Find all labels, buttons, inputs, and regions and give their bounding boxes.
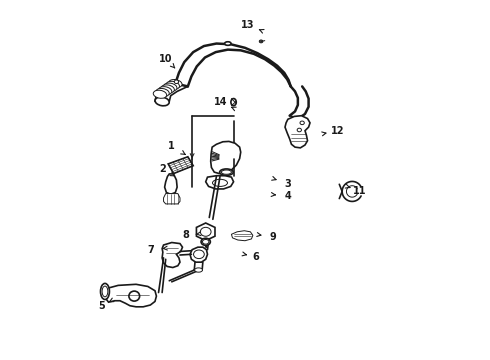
Ellipse shape	[155, 97, 169, 106]
Ellipse shape	[169, 80, 182, 87]
Text: 11: 11	[353, 186, 366, 196]
Ellipse shape	[102, 286, 108, 297]
Polygon shape	[231, 231, 253, 241]
Ellipse shape	[194, 250, 204, 258]
Ellipse shape	[166, 81, 179, 89]
Ellipse shape	[202, 239, 209, 244]
Ellipse shape	[156, 89, 169, 96]
Text: 12: 12	[331, 126, 344, 136]
Text: 1: 1	[169, 141, 175, 151]
Ellipse shape	[100, 283, 109, 300]
Polygon shape	[162, 243, 182, 267]
Ellipse shape	[161, 85, 174, 93]
Ellipse shape	[195, 268, 202, 272]
Ellipse shape	[300, 121, 304, 125]
Polygon shape	[206, 176, 234, 189]
Polygon shape	[168, 157, 193, 174]
Ellipse shape	[221, 170, 231, 174]
Text: 7: 7	[147, 245, 154, 255]
Text: 9: 9	[270, 232, 276, 242]
Ellipse shape	[164, 83, 177, 91]
Ellipse shape	[200, 227, 211, 236]
Text: 14: 14	[214, 97, 227, 107]
Ellipse shape	[153, 90, 167, 98]
Ellipse shape	[231, 99, 236, 106]
Polygon shape	[211, 141, 241, 174]
Text: 5: 5	[98, 301, 105, 311]
Ellipse shape	[259, 40, 263, 43]
Ellipse shape	[129, 291, 140, 301]
Text: 6: 6	[252, 252, 259, 262]
Text: 8: 8	[183, 230, 190, 240]
Polygon shape	[285, 116, 310, 148]
Polygon shape	[190, 247, 207, 262]
Polygon shape	[164, 194, 180, 204]
Ellipse shape	[224, 42, 231, 45]
Polygon shape	[196, 223, 215, 240]
Text: 3: 3	[285, 179, 291, 189]
Ellipse shape	[158, 87, 172, 95]
Ellipse shape	[174, 80, 178, 84]
Polygon shape	[165, 174, 177, 194]
Polygon shape	[104, 284, 156, 307]
Text: 2: 2	[159, 164, 166, 174]
Ellipse shape	[220, 169, 233, 175]
Text: 4: 4	[285, 191, 291, 201]
Text: 10: 10	[159, 54, 172, 64]
Text: 13: 13	[241, 19, 255, 30]
Ellipse shape	[201, 238, 210, 246]
Ellipse shape	[297, 128, 301, 132]
